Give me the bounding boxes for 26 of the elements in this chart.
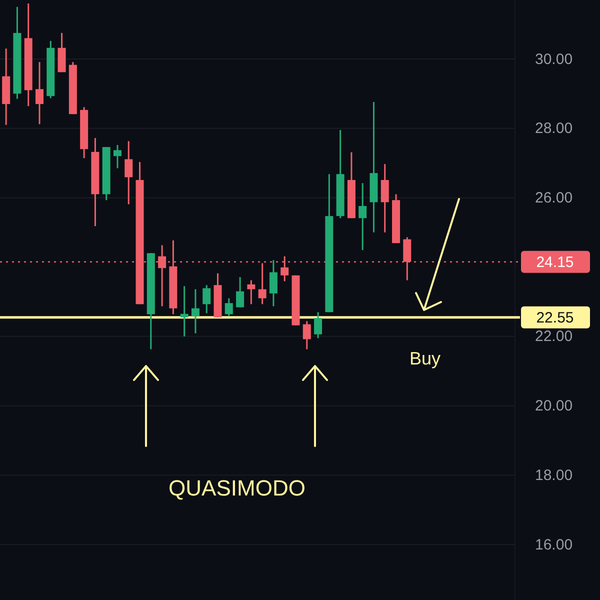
- candlestick: [302, 320, 311, 350]
- annotation: Buy: [409, 348, 441, 368]
- candlestick: [269, 259, 278, 307]
- y-tick-label: 16.00: [535, 536, 573, 554]
- y-tick-label: 30.00: [535, 50, 573, 68]
- candlestick: [224, 298, 233, 318]
- ref-line-label: 22.55: [536, 310, 574, 327]
- candlestick: [380, 163, 389, 234]
- y-tick-label: 28.00: [535, 120, 573, 138]
- y-tick-label: 22.00: [535, 328, 573, 346]
- y-tick-label: 18.00: [535, 466, 573, 484]
- candlestick: [180, 285, 188, 338]
- candlestick: [35, 61, 44, 125]
- candlestick: [358, 182, 367, 251]
- candlestick: [124, 140, 133, 206]
- candlestick: [202, 284, 211, 314]
- candlestick: [258, 262, 266, 305]
- annotation: QUASIMODO: [168, 476, 306, 501]
- candlestick: [314, 311, 322, 339]
- y-tick-label: 20.00: [535, 398, 573, 415]
- candlestick: [113, 144, 122, 169]
- y-tick-label: 26.00: [535, 189, 573, 206]
- candlestick: [247, 279, 256, 305]
- candlestick: [191, 288, 200, 334]
- candlestick: [236, 276, 244, 308]
- ref-line-label: 24.15: [536, 254, 574, 272]
